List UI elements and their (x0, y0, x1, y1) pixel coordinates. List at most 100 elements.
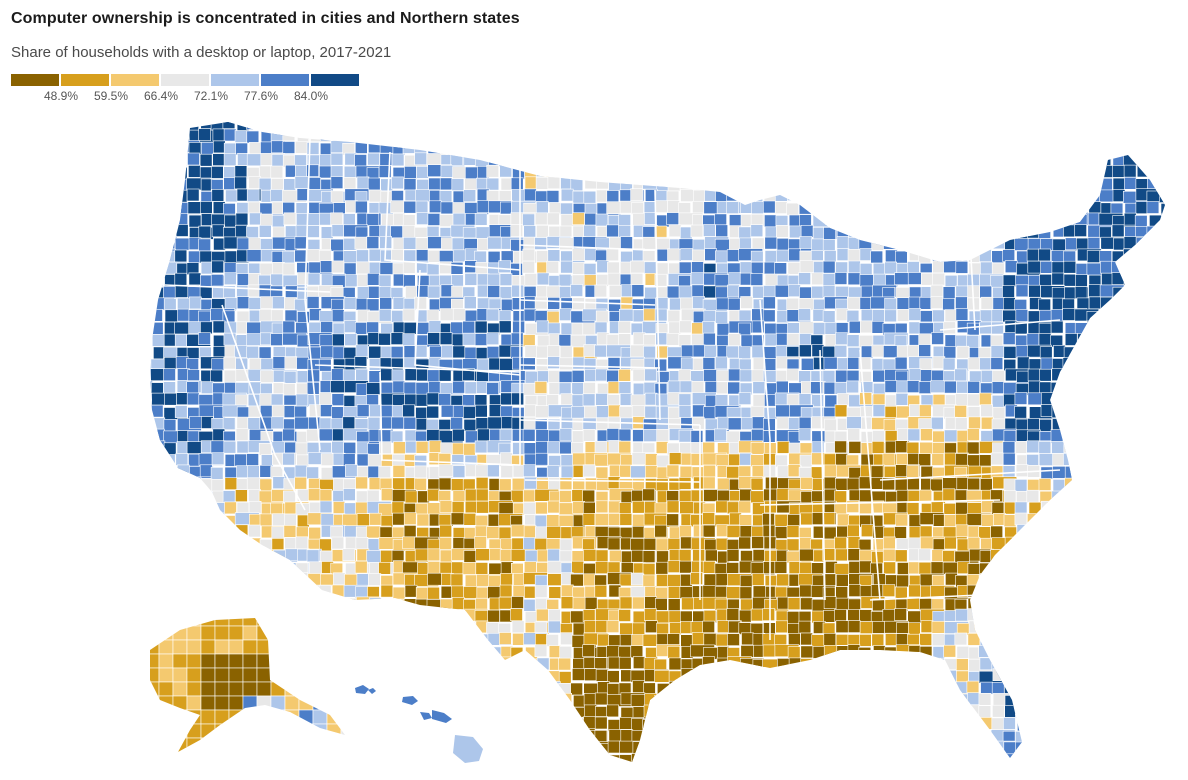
county-cell (1101, 335, 1113, 347)
county-cell (907, 191, 919, 203)
county-cell (548, 549, 560, 561)
county-cell (788, 130, 800, 142)
county-cell (1016, 622, 1028, 634)
county-cell (248, 202, 260, 214)
county-cell (429, 129, 441, 141)
county-cell (1161, 417, 1185, 429)
county-cell (775, 202, 787, 214)
county-cell (884, 142, 908, 154)
county-cell (943, 358, 955, 370)
county-cell (1064, 131, 1076, 143)
county-cell (139, 562, 151, 574)
county-cell (501, 393, 513, 405)
county-cell (1076, 263, 1088, 275)
county-cell (1065, 167, 1077, 179)
county-cell (163, 237, 175, 249)
county-cell (1135, 551, 1147, 563)
county-cell (679, 729, 691, 741)
county-cell (585, 177, 597, 189)
county-cell (680, 142, 692, 154)
county-cell (1159, 382, 1183, 394)
county-cell (812, 563, 824, 575)
county-cell (1015, 671, 1039, 683)
county-cell (145, 696, 159, 710)
county-cell (284, 754, 296, 766)
county-cell (331, 191, 343, 203)
county-cell (212, 359, 224, 371)
county-cell (537, 273, 549, 285)
county-cell (452, 586, 464, 598)
county-cell (895, 682, 919, 694)
county-cell (153, 418, 165, 430)
county-cell (945, 730, 957, 742)
county-cell (788, 647, 800, 659)
county-cell (489, 647, 501, 659)
county-cell (1063, 225, 1075, 237)
county-cell (955, 729, 967, 741)
county-cell (1148, 597, 1160, 609)
county-cell (993, 214, 1005, 226)
county-cell (500, 765, 524, 777)
county-cell (415, 753, 427, 765)
county-cell (967, 742, 991, 754)
county-cell (177, 393, 189, 405)
county-cell (799, 371, 811, 383)
county-cell (561, 597, 573, 609)
county-cell (1125, 454, 1137, 466)
county-cell (332, 117, 344, 129)
county-cell (488, 610, 500, 622)
county-cell (835, 153, 847, 165)
county-cell (908, 681, 932, 693)
county-cell (1041, 682, 1053, 694)
county-cell (453, 719, 465, 731)
county-cell (345, 645, 357, 657)
county-cell (1101, 633, 1113, 645)
county-cell (559, 658, 571, 670)
county-cell (835, 214, 859, 226)
county-cell (140, 297, 152, 309)
county-cell (500, 274, 512, 286)
county-cell (1099, 117, 1111, 129)
county-cell (1030, 633, 1042, 645)
county-cell (847, 335, 859, 347)
county-cell (883, 453, 895, 465)
county-cell (933, 117, 945, 129)
county-cell (547, 142, 559, 154)
county-cell (872, 669, 884, 681)
county-cell (621, 142, 645, 154)
county-cell (313, 626, 327, 640)
county-cell (536, 755, 560, 767)
county-cell (488, 719, 512, 731)
county-cell (980, 165, 1004, 177)
county-cell (1111, 130, 1135, 142)
county-cell (488, 514, 500, 526)
county-cell (1100, 419, 1112, 431)
county-cell (152, 214, 176, 226)
county-cell (920, 694, 944, 706)
county-cell (824, 477, 836, 489)
county-cell (861, 155, 873, 167)
county-cell (333, 347, 345, 359)
county-cell (511, 178, 523, 190)
county-cell (895, 550, 907, 562)
county-cell (501, 141, 513, 153)
county-cell (740, 273, 752, 285)
county-cell (441, 443, 453, 455)
county-cell (477, 201, 489, 213)
county-cell (320, 501, 332, 513)
county-cell (536, 695, 548, 707)
county-cell (428, 549, 440, 561)
county-cell (463, 407, 475, 419)
county-cell (1123, 141, 1135, 153)
county-cell (980, 286, 992, 298)
county-cell (307, 213, 319, 225)
county-cell (692, 250, 704, 262)
county-cell (344, 682, 356, 694)
county-cell (1088, 321, 1112, 333)
county-cell (345, 693, 357, 705)
county-cell (788, 431, 800, 443)
county-cell (355, 707, 367, 719)
county-cell (703, 442, 715, 454)
county-cell (536, 225, 548, 237)
county-choropleth-map[interactable] (0, 100, 1188, 780)
